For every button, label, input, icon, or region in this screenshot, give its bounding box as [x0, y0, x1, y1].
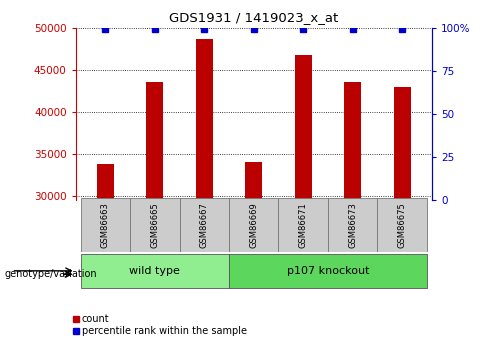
Bar [97, 164, 114, 200]
Text: p107 knockout: p107 knockout [287, 266, 369, 276]
Bar [245, 162, 263, 200]
Text: GSM86675: GSM86675 [398, 202, 407, 248]
Bar [146, 82, 163, 200]
Text: GSM86663: GSM86663 [101, 202, 110, 248]
Text: GSM86673: GSM86673 [348, 202, 357, 248]
Text: wild type: wild type [129, 266, 180, 276]
Text: GSM86665: GSM86665 [150, 202, 159, 248]
Bar [130, 198, 180, 252]
Bar [279, 198, 328, 252]
Text: GSM86667: GSM86667 [200, 202, 209, 248]
Bar [377, 198, 427, 252]
Text: GSM86671: GSM86671 [299, 202, 308, 248]
Bar [393, 87, 411, 200]
Bar [196, 39, 213, 200]
Text: genotype/variation: genotype/variation [5, 269, 98, 279]
Bar [229, 198, 279, 252]
Text: GSM86669: GSM86669 [249, 202, 258, 248]
Title: GDS1931 / 1419023_x_at: GDS1931 / 1419023_x_at [169, 11, 338, 24]
Bar [344, 82, 362, 200]
Bar [229, 254, 427, 288]
Bar [328, 198, 377, 252]
Bar [180, 198, 229, 252]
Bar [81, 254, 229, 288]
Bar [295, 55, 312, 200]
Bar [81, 198, 130, 252]
Legend: count, percentile rank within the sample: count, percentile rank within the sample [68, 310, 251, 340]
